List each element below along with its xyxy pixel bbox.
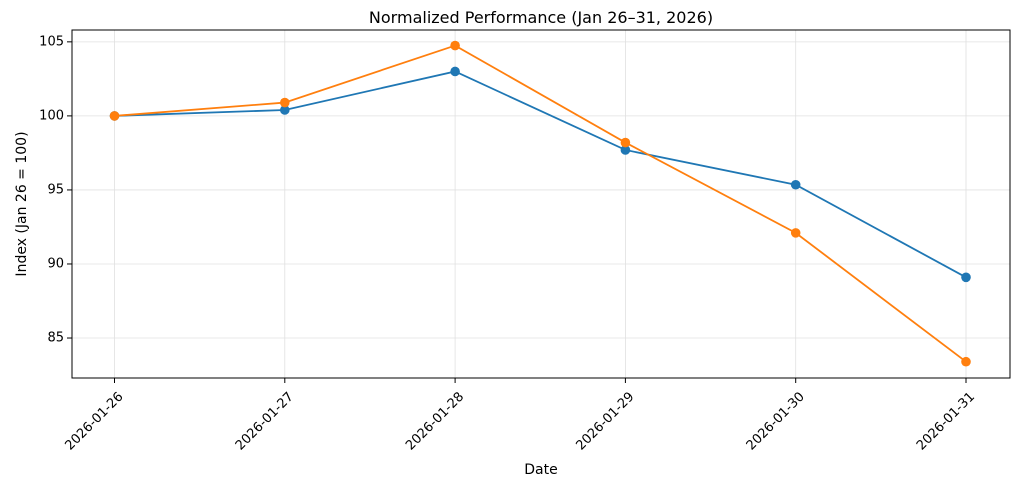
y-axis-label: Index (Jan 26 = 100) (14, 131, 30, 276)
x-tick-label: 2026-01-26 (63, 389, 127, 453)
x-tick-label: 2026-01-31 (914, 389, 978, 453)
plot-frame (71, 29, 1011, 379)
series-1-point (961, 272, 971, 283)
x-tick-label: 2026-01-30 (744, 389, 808, 453)
y-tick-label: 100 (39, 108, 64, 123)
x-tick-label: 2026-01-29 (573, 389, 637, 453)
y-tick-label: 85 (47, 331, 64, 346)
series-1-point (790, 179, 801, 190)
series-1-line (114, 70, 967, 279)
y-tick-label: 95 (47, 182, 64, 197)
series-2-point (109, 111, 120, 121)
ticks: 2026-01-26 2026-01-27 2026-01-28 2026-01-29… (39, 34, 978, 453)
series-2-point (961, 356, 971, 367)
series-1-point (620, 145, 631, 155)
series-layer (109, 40, 971, 367)
series-2-point (620, 137, 631, 148)
chart-title: Normalized Performance (Jan 26–31, 2026) (369, 8, 713, 27)
x-tick-label: 2026-01-27 (233, 389, 297, 453)
series-1-point (280, 105, 290, 115)
series-2-point (790, 228, 801, 238)
x-axis-label: Date (524, 462, 557, 478)
series-2-line (114, 44, 967, 363)
series-1-point (450, 66, 460, 77)
series-2-point (280, 97, 290, 108)
x-tick-label: 2026-01-28 (403, 389, 467, 453)
y-tick-label: 90 (47, 256, 64, 271)
y-tick-label: 105 (39, 34, 64, 49)
series-2-point (450, 40, 460, 51)
grid (72, 30, 1010, 378)
